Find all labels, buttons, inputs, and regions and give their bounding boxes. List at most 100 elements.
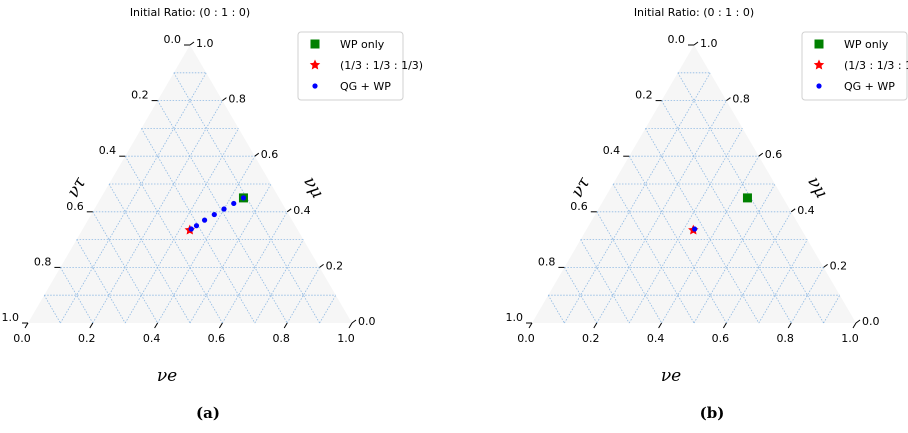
grid-line	[254, 239, 304, 324]
grid-line	[157, 155, 256, 324]
grid-line	[222, 211, 288, 324]
grid-line	[823, 294, 841, 324]
tick-label-bottom: 0.2	[78, 332, 96, 345]
tick-mark	[722, 322, 727, 329]
tick-label-right: 0.2	[326, 259, 344, 272]
grid-line	[547, 294, 565, 324]
tick-label-bottom: 0.2	[582, 332, 600, 345]
axis-label-bottom: νe	[157, 366, 177, 386]
grid-line	[564, 72, 711, 324]
axis-label-right: νμ	[803, 173, 831, 202]
legend-marker	[310, 39, 320, 49]
grid-line	[124, 155, 223, 324]
grid-line	[157, 100, 288, 324]
tick-mark	[593, 322, 598, 329]
legend-marker	[813, 59, 825, 70]
tick-mark	[726, 97, 731, 101]
legend-marker	[309, 59, 321, 70]
tick-mark	[693, 41, 699, 46]
legend-entry: WP only	[340, 38, 385, 51]
legend-entry: QG + WP	[340, 80, 391, 93]
axis-label-left: ντ	[63, 173, 90, 201]
tick-mark	[189, 41, 195, 46]
series-square	[742, 193, 752, 203]
data-point	[231, 200, 237, 207]
series-circle	[188, 195, 247, 232]
data-point	[211, 211, 217, 218]
tick-label-left: 0.6	[570, 200, 588, 213]
grid-line	[580, 239, 630, 324]
legend-marker	[814, 39, 824, 49]
tick-label-left: 0.0	[668, 33, 686, 46]
data-point	[193, 223, 200, 229]
tick-label-bottom: 0.8	[272, 332, 290, 345]
grid-line	[92, 100, 223, 324]
tick-mark	[790, 208, 796, 213]
tick-label-bottom: 0.6	[712, 332, 730, 345]
ternary-grid	[43, 72, 337, 324]
legend: WP only (1/3 : 1/3 : 1/3) QG + WP	[297, 31, 423, 101]
tick-label-left: 0.2	[635, 89, 653, 102]
tick-mark	[758, 152, 764, 157]
tick-mark	[89, 322, 94, 329]
tick-label-left: 1.0	[506, 311, 524, 324]
legend-entry: WP only	[844, 38, 889, 51]
grid-line	[76, 239, 126, 324]
data-point	[240, 195, 247, 201]
tick-mark	[348, 322, 353, 329]
tick-label-left: 0.4	[603, 144, 621, 157]
series-circle	[692, 226, 698, 232]
tick-label-bottom: 0.0	[517, 332, 535, 345]
tick-label-left: 0.8	[34, 255, 52, 268]
panel-label: (b)	[700, 404, 725, 422]
data-point	[201, 217, 208, 223]
tick-mark	[24, 322, 29, 329]
tick-mark	[852, 322, 857, 329]
axis-label-left: ντ	[567, 173, 594, 201]
tick-label-right: 0.2	[830, 259, 848, 272]
tick-label-bottom: 0.4	[647, 332, 665, 345]
tick-mark	[218, 322, 223, 329]
tick-mark	[787, 322, 792, 329]
tick-mark	[351, 319, 357, 324]
tick-label-left: 0.6	[66, 200, 84, 213]
tick-label-bottom: 1.0	[337, 332, 355, 345]
panel-label: (a)	[196, 404, 220, 422]
legend-marker	[816, 83, 822, 89]
ternary-panel-1: Initial Ratio: (0 : 1 : 0) 0.0 0.2 0.4 0.6 0.…	[2, 6, 424, 422]
grid-line	[319, 294, 337, 324]
tick-label-left: 0.2	[131, 89, 149, 102]
chart-title: Initial Ratio: (0 : 1 : 0)	[130, 6, 250, 19]
tick-mark	[319, 263, 324, 268]
tick-mark	[254, 152, 260, 157]
chart-title: Initial Ratio: (0 : 1 : 0)	[634, 6, 754, 19]
data-point	[221, 206, 227, 212]
legend: WP only (1/3 : 1/3 : 1/3) QG + WP	[801, 31, 908, 101]
tick-label-right: 1.0	[196, 37, 214, 50]
legend-entry: QG + WP	[844, 80, 895, 93]
grid-line	[628, 155, 727, 324]
grid-line	[596, 211, 662, 324]
axis-label-bottom: νe	[661, 366, 681, 386]
tick-label-bottom: 0.6	[208, 332, 226, 345]
tick-label-left: 0.8	[538, 255, 556, 268]
tick-label-right: 0.4	[797, 204, 815, 217]
tick-label-bottom: 0.4	[143, 332, 161, 345]
tick-label-right: 0.0	[862, 315, 880, 328]
legend-entry: (1/3 : 1/3 : 1/3)	[340, 59, 423, 72]
grid-line	[726, 211, 792, 324]
tick-label-right: 0.6	[261, 148, 279, 161]
data-point	[692, 226, 698, 232]
tick-mark	[823, 263, 828, 268]
legend-frame	[297, 31, 404, 101]
tick-label-right: 0.8	[732, 93, 750, 106]
tick-mark	[855, 319, 861, 324]
grid-line	[596, 100, 727, 324]
tick-label-left: 0.4	[99, 144, 117, 157]
tick-mark	[154, 322, 159, 329]
tick-label-right: 0.6	[765, 148, 783, 161]
grid-line	[758, 239, 808, 324]
tick-label-bottom: 0.0	[13, 332, 31, 345]
tick-mark	[222, 97, 227, 101]
